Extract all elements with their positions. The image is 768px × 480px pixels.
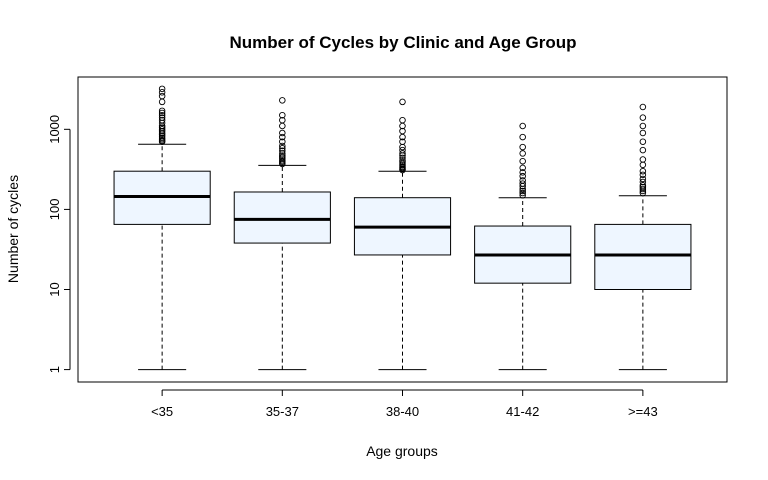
outlier-point [519,180,526,187]
outlier-point [639,185,647,193]
outlier-point [279,97,286,104]
x-tick-label: >=43 [628,404,658,419]
outlier-point [158,132,166,140]
x-tick-label: 38-40 [386,404,419,419]
outlier-point [519,143,526,151]
outlier-point [158,98,166,106]
outlier-point [399,157,406,164]
outlier-point [279,147,286,155]
x-tick-label: <35 [151,404,173,419]
outlier-point [158,92,166,100]
outlier-point [158,116,166,124]
outlier-point [519,187,526,195]
outlier-point [158,126,166,133]
outlier-point [158,114,166,121]
boxes-group [113,85,692,371]
outlier-point [279,116,286,124]
outlier-point [399,158,406,166]
y-axis-label: Number of cycles [5,175,21,283]
box-3 [474,122,572,371]
iqr-box [233,191,331,244]
outlier-point [279,152,286,159]
outlier-point [399,138,406,145]
outlier-point [158,134,166,142]
outlier-point [519,172,526,180]
outlier-point [639,167,647,175]
outlier-point [399,146,406,154]
x-axis-label: Age groups [366,443,438,459]
outlier-point [639,138,647,145]
outlier-point [639,183,647,191]
outlier-point [639,103,647,111]
x-axis: <35 35-37 38-40 41-42 >=43 [151,389,658,419]
chart-title: Number of Cycles by Clinic and Age Group [230,33,577,52]
outlier-point [158,89,166,96]
outlier-point [639,171,647,179]
outlier-point [279,111,286,119]
outlier-point [279,142,286,150]
outlier-point [519,177,526,184]
box-4 [594,103,692,371]
outlier-point [279,122,286,130]
outlier-point [399,116,406,124]
outlier-point [158,107,166,115]
outlier-point [279,145,286,152]
iqr-box [594,223,692,291]
outlier-point [279,129,286,137]
outlier-point [639,114,647,121]
outlier-point [399,127,406,135]
x-tick-label: 35-37 [266,404,299,419]
outlier-point [399,154,406,162]
outlier-point [519,122,526,130]
outlier-point [158,85,166,93]
outlier-point [639,161,647,169]
box-1 [233,97,331,371]
outlier-point [639,156,647,163]
outlier-point [519,133,526,141]
outlier-point [279,157,286,164]
outlier-point [158,109,166,117]
y-tick-label: 1000 [47,115,62,144]
outlier-point [399,98,406,106]
y-tick-label: 10 [47,282,62,296]
outlier-point [279,138,286,145]
outlier-point [519,189,526,197]
y-axis: 1 10 100 1000 [47,115,71,373]
outlier-point [639,122,647,130]
outlier-point [158,111,166,119]
outlier-point [519,150,526,157]
outlier-point [639,146,647,154]
box-0 [113,85,211,371]
outlier-point [639,182,647,189]
outlier-point [399,150,406,157]
plot-frame [77,76,728,383]
outlier-point [158,127,166,135]
outlier-point [639,175,647,183]
y-tick-label: 100 [47,199,62,221]
outlier-point [519,157,526,165]
box-2 [353,98,452,371]
outlier-point [639,178,647,186]
outlier-point [519,169,526,176]
outlier-point [519,164,526,172]
x-tick-label: 41-42 [506,404,539,419]
outlier-point [279,133,286,141]
y-tick-label: 1 [47,366,62,373]
outlier-point [639,129,647,137]
outlier-point [519,192,526,199]
